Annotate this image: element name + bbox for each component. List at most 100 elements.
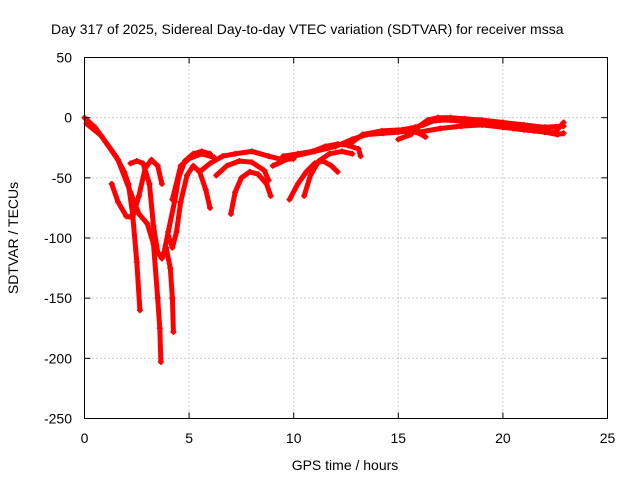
data-point-marker bbox=[326, 150, 333, 157]
data-point-marker bbox=[169, 196, 176, 203]
data-point-marker bbox=[108, 180, 115, 187]
data-point-marker bbox=[165, 232, 172, 239]
data-point-marker bbox=[127, 160, 134, 167]
data-point-marker bbox=[173, 228, 180, 235]
data-point-marker bbox=[280, 153, 287, 160]
data-point-marker bbox=[238, 174, 245, 181]
series-sat-6 bbox=[165, 162, 214, 251]
series-sat-2 bbox=[83, 120, 164, 365]
data-point-marker bbox=[255, 171, 262, 178]
series-sat-18 bbox=[468, 118, 567, 136]
data-point-marker bbox=[144, 220, 151, 227]
data-point-marker bbox=[114, 198, 121, 205]
data-point-marker bbox=[154, 249, 161, 256]
data-point-marker bbox=[158, 180, 165, 187]
series-sat-3 bbox=[108, 156, 165, 221]
data-point-marker bbox=[170, 328, 177, 335]
data-point-marker bbox=[510, 125, 517, 132]
x-tick-label: 20 bbox=[495, 430, 511, 446]
data-point-marker bbox=[334, 168, 341, 175]
data-point-marker bbox=[154, 295, 161, 302]
series-trace bbox=[301, 148, 355, 199]
data-point-marker bbox=[169, 295, 176, 302]
series-sat-11 bbox=[286, 157, 341, 203]
data-point-marker bbox=[150, 222, 157, 229]
x-axis-title: GPS time / hours bbox=[292, 457, 399, 473]
data-point-marker bbox=[263, 180, 270, 187]
data-point-marker bbox=[133, 157, 140, 164]
data-point-marker bbox=[202, 186, 209, 193]
data-point-marker bbox=[489, 120, 496, 127]
data-point-marker bbox=[560, 119, 567, 126]
data-point-marker bbox=[129, 214, 136, 221]
data-point-marker bbox=[207, 204, 214, 211]
data-point-marker bbox=[395, 136, 402, 143]
data-point-marker bbox=[269, 162, 276, 169]
data-point-marker bbox=[246, 168, 253, 175]
data-point-marker bbox=[177, 162, 184, 169]
axis-ticks bbox=[84, 57, 608, 419]
data-point-marker bbox=[311, 148, 318, 155]
series-trace bbox=[395, 115, 567, 142]
series-sat-16 bbox=[395, 114, 567, 143]
data-point-marker bbox=[424, 117, 431, 124]
data-point-marker bbox=[98, 132, 105, 139]
data-point-marker bbox=[248, 159, 255, 166]
data-point-marker bbox=[378, 127, 385, 134]
data-point-marker bbox=[531, 127, 538, 134]
data-point-marker bbox=[154, 162, 161, 169]
y-tick-label: -200 bbox=[44, 350, 72, 366]
data-point-marker bbox=[416, 129, 423, 136]
data-point-marker bbox=[136, 307, 143, 314]
data-point-marker bbox=[160, 249, 167, 256]
data-point-marker bbox=[190, 162, 197, 169]
data-point-marker bbox=[223, 162, 230, 169]
data-point-marker bbox=[169, 244, 176, 251]
x-tick-label: 25 bbox=[600, 430, 616, 446]
data-point-marker bbox=[462, 115, 469, 122]
data-point-marker bbox=[301, 192, 308, 199]
series-sat-10 bbox=[227, 168, 274, 217]
y-tick-label: -100 bbox=[44, 230, 72, 246]
data-point-marker bbox=[158, 255, 165, 262]
data-point-marker bbox=[198, 150, 205, 157]
data-point-marker bbox=[267, 192, 274, 199]
x-tick-label: 15 bbox=[391, 430, 407, 446]
data-point-marker bbox=[227, 210, 234, 217]
y-tick-label: -150 bbox=[44, 290, 72, 306]
data-point-marker bbox=[399, 126, 406, 133]
y-tick-label: 0 bbox=[64, 110, 72, 126]
data-point-marker bbox=[207, 160, 214, 167]
data-point-marker bbox=[552, 129, 559, 136]
data-point-marker bbox=[416, 123, 423, 130]
data-point-marker bbox=[303, 168, 310, 175]
series-trace bbox=[84, 121, 164, 365]
data-point-marker bbox=[315, 157, 322, 164]
data-point-marker bbox=[157, 358, 164, 365]
y-tick-labels: 50 0 -50 -100 -150 -200 -250 bbox=[44, 50, 72, 427]
data-point-marker bbox=[332, 143, 339, 150]
data-point-marker bbox=[355, 145, 362, 152]
data-point-marker bbox=[265, 153, 272, 160]
data-point-marker bbox=[177, 198, 184, 205]
y-axis-title: SDTVAR / TECUs bbox=[5, 182, 21, 294]
y-tick-label: -250 bbox=[44, 411, 72, 427]
data-point-marker bbox=[294, 180, 301, 187]
data-point-marker bbox=[123, 213, 130, 220]
series-sat-7 bbox=[169, 150, 218, 203]
x-tick-label: 5 bbox=[185, 430, 193, 446]
data-point-marker bbox=[196, 168, 203, 175]
grid-lines bbox=[84, 57, 608, 419]
data-point-marker bbox=[140, 160, 147, 167]
data-point-marker bbox=[447, 114, 454, 121]
data-point-marker bbox=[135, 192, 142, 199]
data-point-marker bbox=[133, 259, 140, 266]
data-point-marker bbox=[135, 210, 142, 217]
data-point-marker bbox=[359, 131, 366, 138]
data-point-marker bbox=[232, 189, 239, 196]
x-tick-label: 0 bbox=[81, 430, 89, 446]
data-traces bbox=[81, 114, 567, 365]
data-point-marker bbox=[232, 150, 239, 157]
data-point-marker bbox=[435, 114, 442, 121]
